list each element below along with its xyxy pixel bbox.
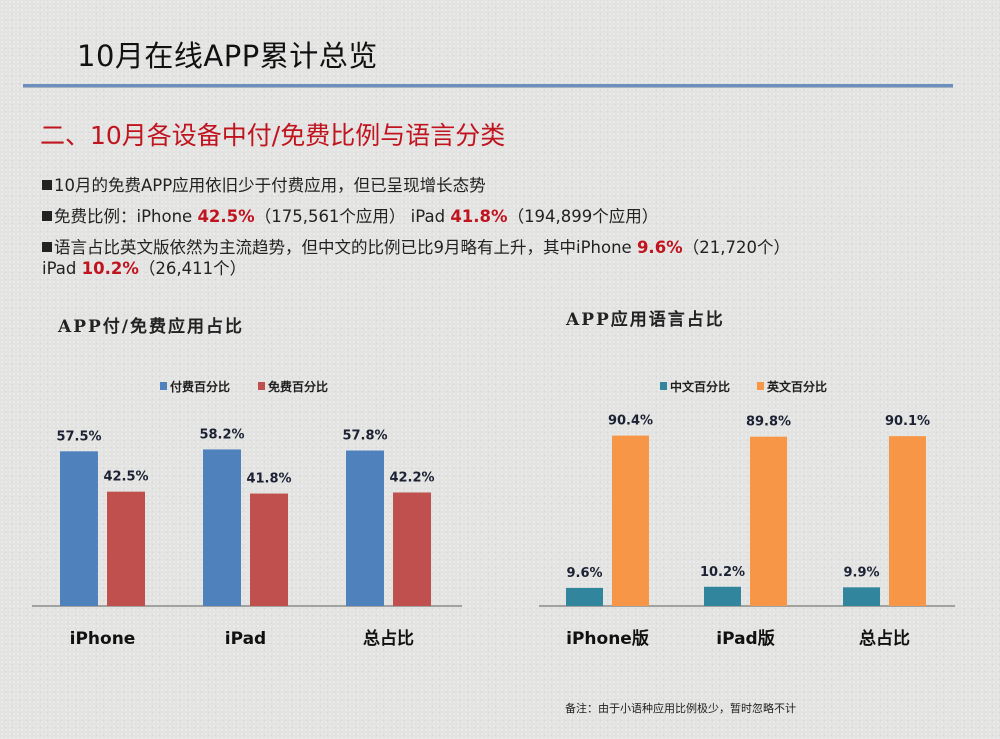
bar [889,436,926,606]
data-label: 58.2% [199,427,244,442]
data-label: 57.8% [342,429,387,444]
data-label: 90.1% [885,414,930,429]
category-tick-label: 总占比 [859,628,910,649]
bar [612,435,649,606]
category-tick-label: iPhone [70,629,136,649]
bar [704,586,741,606]
bullet-list: 10月的免费APP应用依旧少于付费应用，但已呈现增长态势 免费比例：iPhone… [42,170,972,280]
bullet-item: 语言占比英文版依然为主流趋势，但中文的比例已比9月略有上升，其中iPhone 9… [42,232,972,263]
legend-label: 中文百分比 [670,379,730,394]
category-tick-label: iPad [225,629,266,649]
bullet-text: （21,720个） [682,238,790,257]
bar [346,450,384,606]
bullet-text: （175,561个应用） iPad [254,207,451,226]
data-label: 41.8% [246,472,291,487]
category-tick-label: 总占比 [363,628,414,649]
data-label: 89.8% [746,415,791,430]
bullet-item: 免费比例：iPhone 42.5%（175,561个应用） iPad 41.8%… [42,201,972,232]
bar [750,436,787,606]
data-label: 90.4% [608,414,653,429]
bullet-text: 语言占比英文版依然为主流趋势，但中文的比例已比9月略有上升，其中iPhone [54,238,637,257]
bullet-text: iPad [42,259,82,278]
page-title: 10月在线APP累计总览 [77,39,378,73]
highlight-value: 10.2% [81,259,139,278]
bullet-text: 10月的免费APP应用依旧少于付费应用，但已呈现增长态势 [54,176,486,195]
bullet-text: （26,411个） [138,259,247,278]
bar [250,493,288,606]
section-title: 二、10月各设备中付/免费比例与语言分类 [40,121,506,150]
data-label: 42.2% [389,470,434,485]
bar [566,587,603,606]
category-tick-label: iPad版 [716,628,774,649]
bar [203,449,241,606]
square-bullet-icon [42,211,52,221]
bullet-text: （194,899个应用） [507,207,659,226]
legend-swatch [757,382,764,390]
footnote: 备注：由于小语种应用比例极少，暂时忽略不计 [565,702,796,715]
bar [843,587,880,606]
category-tick-label: iPhone版 [566,628,649,649]
highlight-value: 9.6% [636,238,683,257]
bullet-text: 免费比例：iPhone [54,207,198,226]
title-divider [23,84,953,87]
legend-swatch [258,382,265,390]
bar [393,492,431,606]
legend-label: 付费百分比 [170,379,230,394]
legend-swatch [160,382,167,390]
bullet-continuation: iPad 10.2%（26,411个） [42,258,972,280]
data-label: 9.9% [843,565,879,580]
legend-label: 免费百分比 [268,379,328,394]
data-label: 57.5% [56,429,101,444]
data-label: 9.6% [566,566,602,581]
data-label: 10.2% [700,565,745,580]
highlight-value: 42.5% [197,207,255,226]
legend-swatch [660,382,667,390]
square-bullet-icon [42,242,52,252]
square-bullet-icon [42,180,52,190]
chart-title-pricing: APP付/免费应用占比 [58,317,244,337]
bullet-item: 10月的免费APP应用依旧少于付费应用，但已呈现增长态势 [42,170,972,201]
bar [107,491,145,606]
data-label: 42.5% [103,470,148,485]
bar [60,451,98,606]
chart-title-language: APP应用语言占比 [566,310,725,330]
legend-label: 英文百分比 [767,379,827,394]
highlight-value: 41.8% [450,207,508,226]
